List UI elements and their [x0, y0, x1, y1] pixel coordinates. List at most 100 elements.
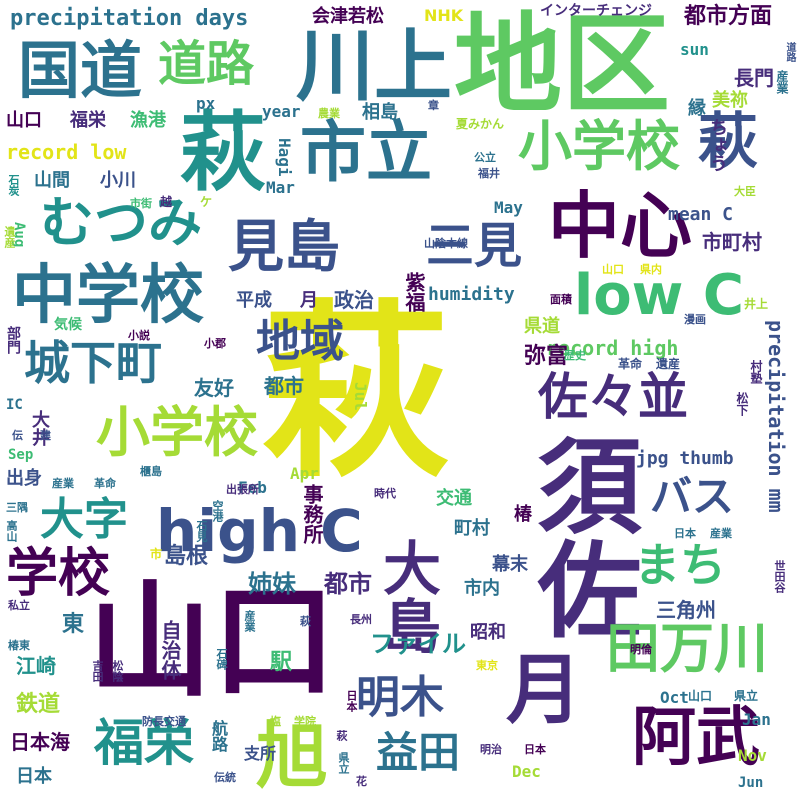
word: 幕末 [492, 554, 528, 575]
word: precipitation days [10, 6, 249, 31]
word: 佐々並 [538, 368, 688, 426]
word: 三角州 [656, 598, 716, 622]
word: Mar [266, 178, 295, 197]
word: 駅 [270, 650, 293, 675]
word: 椿 [514, 504, 532, 525]
word: 交通 [436, 488, 472, 509]
word: 石炭 [7, 174, 20, 196]
word: 伝 [12, 429, 23, 442]
word: 見島 [228, 215, 340, 280]
word: 萩 [300, 615, 311, 628]
word: record high [546, 336, 679, 360]
word: 県立 [337, 752, 350, 774]
word: 大字 [40, 494, 128, 545]
word: 弥富 [524, 344, 569, 369]
word: Feb [238, 478, 267, 497]
word: 山口 [6, 110, 42, 131]
word: 萩 [180, 103, 266, 203]
word: 学院 [294, 715, 316, 728]
word: 旭 [256, 714, 329, 798]
word: Jan [742, 710, 771, 729]
word: 都市 [264, 374, 304, 398]
word: ちょう [707, 118, 728, 172]
word: 大島 [373, 538, 441, 654]
word: 日本 [524, 743, 546, 756]
word: 歴史 [564, 349, 586, 362]
word: 縁 [688, 98, 706, 119]
word: 阿武 [632, 701, 760, 775]
word: 章 [428, 99, 439, 112]
word: 三見 [426, 218, 523, 274]
word: 月 [506, 645, 582, 734]
word: 航路 [209, 720, 228, 752]
word: 明治 [480, 743, 502, 756]
word: 吉田 [91, 660, 104, 682]
word: 市内 [464, 578, 500, 599]
word: ケ [200, 195, 213, 209]
word: 市町村 [702, 230, 762, 254]
word: 国道 [18, 34, 143, 107]
word: 遺産 [656, 357, 681, 371]
word: May [494, 198, 523, 217]
word: 遺産 [3, 226, 16, 248]
word: 産業 [710, 527, 732, 540]
word: 中心 [548, 184, 693, 268]
word: まち [634, 538, 726, 592]
word: 城下町 [24, 336, 162, 390]
word: 福栄 [94, 714, 194, 772]
word: 小郡 [204, 337, 226, 350]
word: 福栄 [70, 110, 106, 131]
word: sun [680, 40, 709, 59]
word: 出張所 [226, 483, 259, 496]
word: px [196, 94, 216, 113]
word: year [262, 102, 301, 121]
word: 萩 [262, 284, 450, 503]
word: 越 [160, 195, 173, 209]
word: 紫福 [402, 272, 426, 312]
word: precipitation mm [764, 320, 788, 513]
word: 気候 [54, 317, 82, 333]
word: 山間 [34, 170, 70, 191]
word: Dec [512, 762, 541, 781]
word: 田万川 [606, 617, 768, 680]
word: Sep [8, 447, 34, 463]
word: 産業 [243, 610, 256, 632]
word: 学校 [6, 544, 111, 604]
word: 事務所 [300, 484, 324, 544]
word: 県内 [640, 263, 662, 276]
word: 山口 [688, 689, 713, 703]
word: 大臣 [734, 185, 756, 198]
word: バス [650, 472, 735, 521]
word: 道路 [784, 42, 795, 62]
word: 小学校 [96, 401, 258, 464]
word: 産業 [775, 70, 789, 94]
word: 産業 [52, 477, 74, 490]
word: 井上 [744, 297, 769, 311]
word: 東京 [476, 659, 498, 672]
word: Apr [290, 464, 319, 483]
word: 農業 [318, 107, 340, 120]
word: 明木 [356, 672, 444, 723]
word: 町村 [454, 518, 490, 539]
word: 花 [356, 775, 367, 788]
word: 益田 [376, 728, 461, 777]
word: 相島 [362, 102, 398, 123]
word: 村塾 [749, 360, 763, 384]
word: 平成 [236, 290, 272, 311]
word: 面積 [550, 293, 572, 306]
word: 塩 [270, 715, 281, 728]
word: 島根 [164, 544, 209, 569]
word: 月 [300, 290, 318, 311]
word: 公立 [474, 151, 496, 164]
word: 日本海 [10, 730, 70, 754]
word: 伝統 [214, 771, 236, 784]
word: 漁港 [130, 110, 166, 131]
word: 東 [62, 612, 85, 637]
word: 世田谷 [773, 560, 786, 593]
word: 中学校 [12, 259, 204, 333]
word: 都市 [324, 570, 372, 598]
word: 夏みかん [456, 117, 505, 131]
word: 櫃島 [140, 465, 162, 478]
word: 石見 [195, 520, 208, 542]
word: 石碑 [215, 648, 228, 670]
